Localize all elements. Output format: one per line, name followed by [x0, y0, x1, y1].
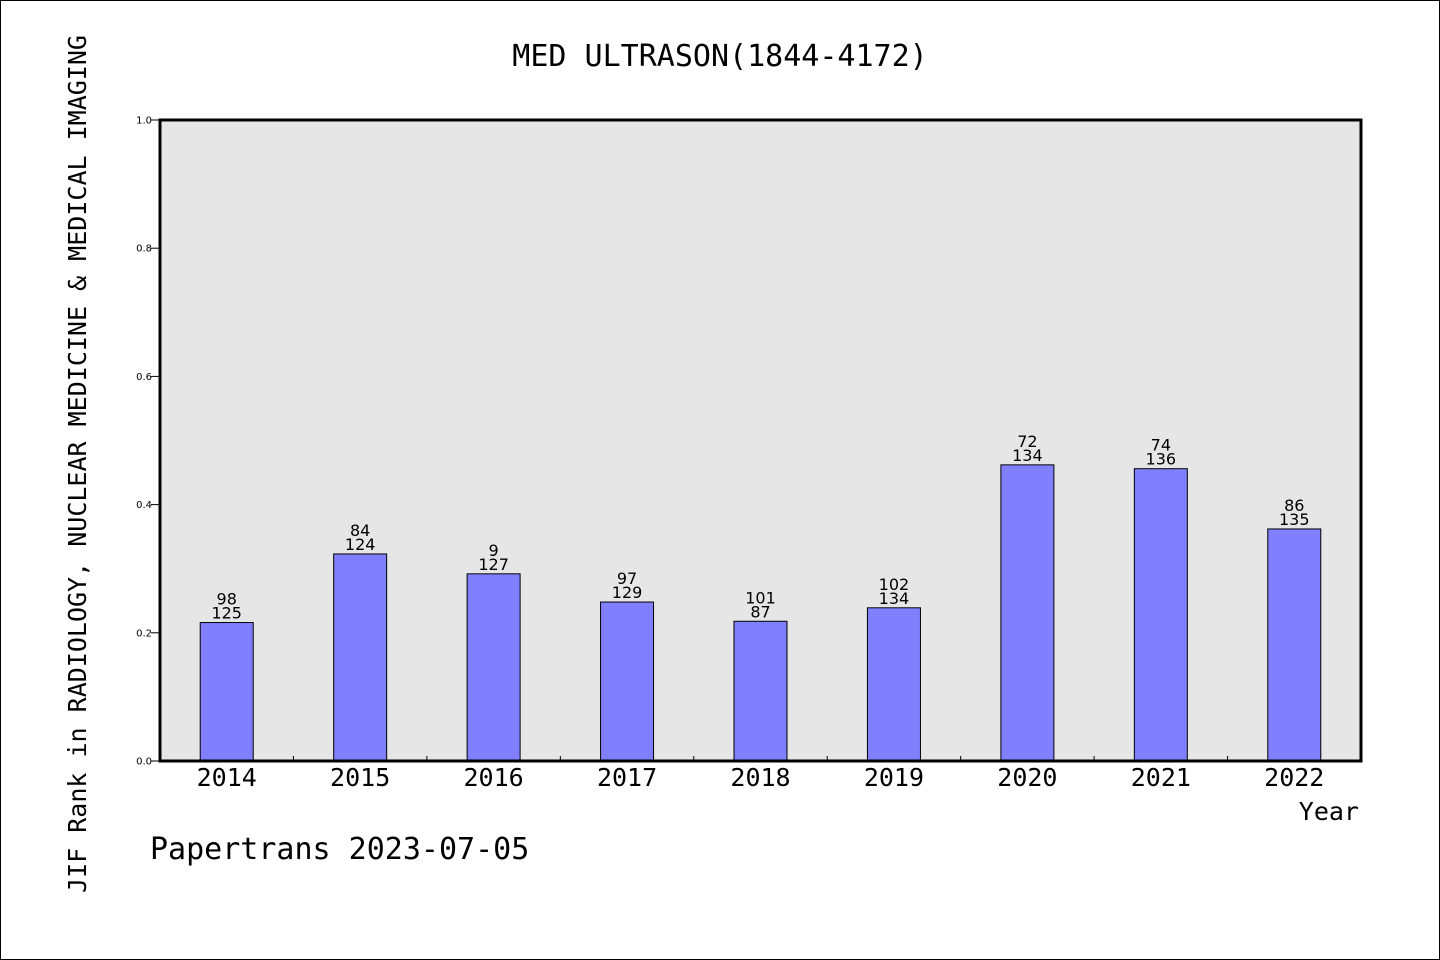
bar-2016	[466, 573, 521, 762]
y-tick-label-5: 1.0	[136, 116, 152, 127]
y-tick-label-3: 0.6	[136, 372, 152, 383]
footer-note: Papertrans 2023-07-05	[150, 832, 530, 867]
bar-label-rank-2018: 101	[745, 588, 776, 607]
bar-label-rank-2017: 97	[617, 569, 637, 588]
x-tick-label-2022: 2022	[1264, 763, 1324, 792]
x-tick-label-2015: 2015	[330, 763, 390, 792]
y-tick-label-2: 0.4	[136, 500, 152, 511]
x-tick-label-2017: 2017	[597, 763, 657, 792]
y-tick-label-4: 0.8	[136, 244, 152, 255]
bar-2017	[600, 601, 655, 762]
bar-2021	[1133, 468, 1188, 762]
x-tick-label-2021: 2021	[1131, 763, 1191, 792]
plot-border	[158, 118, 1363, 763]
bars	[199, 464, 1322, 762]
bar-2018	[733, 620, 788, 762]
x-tick-label-2018: 2018	[730, 763, 790, 792]
y-axis-label: JIF Rank in RADIOLOGY, NUCLEAR MEDICINE …	[63, 35, 92, 893]
chart-title: MED ULTRASON(1844-4172)	[512, 39, 927, 74]
bar-2015	[333, 553, 388, 762]
bar-2019	[866, 607, 921, 762]
y-axis: 0.0 0.2 0.4 0.6 0.8 1.0	[136, 116, 160, 768]
x-tick-label-2014: 2014	[197, 763, 257, 792]
bar-label-total-2014: 125	[211, 604, 242, 623]
bar-label-rank-2016: 9	[489, 541, 499, 560]
bar-2022	[1267, 528, 1322, 762]
x-tick-label-2016: 2016	[464, 763, 524, 792]
x-tick-label-2020: 2020	[997, 763, 1057, 792]
bar-label-rank-2015: 84	[350, 521, 370, 540]
bar-label-rank-2014: 98	[217, 590, 237, 609]
bar-label-rank-2020: 72	[1017, 432, 1037, 451]
bar-label-total-2020: 134	[1012, 446, 1043, 465]
bar-label-total-2018: 87	[750, 602, 770, 621]
x-axis-label: Year	[1299, 797, 1359, 826]
x-axis: 2014 2015 2016 2017 2018 2019 2020 2021 2022	[197, 756, 1324, 792]
bar-label-rank-2022: 86	[1284, 496, 1304, 515]
bar-label-total-2016: 127	[478, 555, 509, 574]
y-tick-label-0: 0.0	[136, 757, 152, 768]
bar-label-total-2017: 129	[612, 583, 643, 602]
bar-label-total-2019: 134	[879, 589, 910, 608]
bar-label-total-2022: 135	[1279, 510, 1310, 529]
bar-2014	[199, 622, 254, 762]
bar-label-rank-2021: 74	[1151, 436, 1171, 455]
y-tick-label-1: 0.2	[136, 628, 152, 639]
bar-2020	[1000, 464, 1055, 762]
bar-label-total-2021: 136	[1146, 450, 1177, 469]
bar-label-rank-2019: 102	[879, 575, 910, 594]
x-tick-label-2019: 2019	[864, 763, 924, 792]
bar-label-total-2015: 124	[345, 535, 376, 554]
